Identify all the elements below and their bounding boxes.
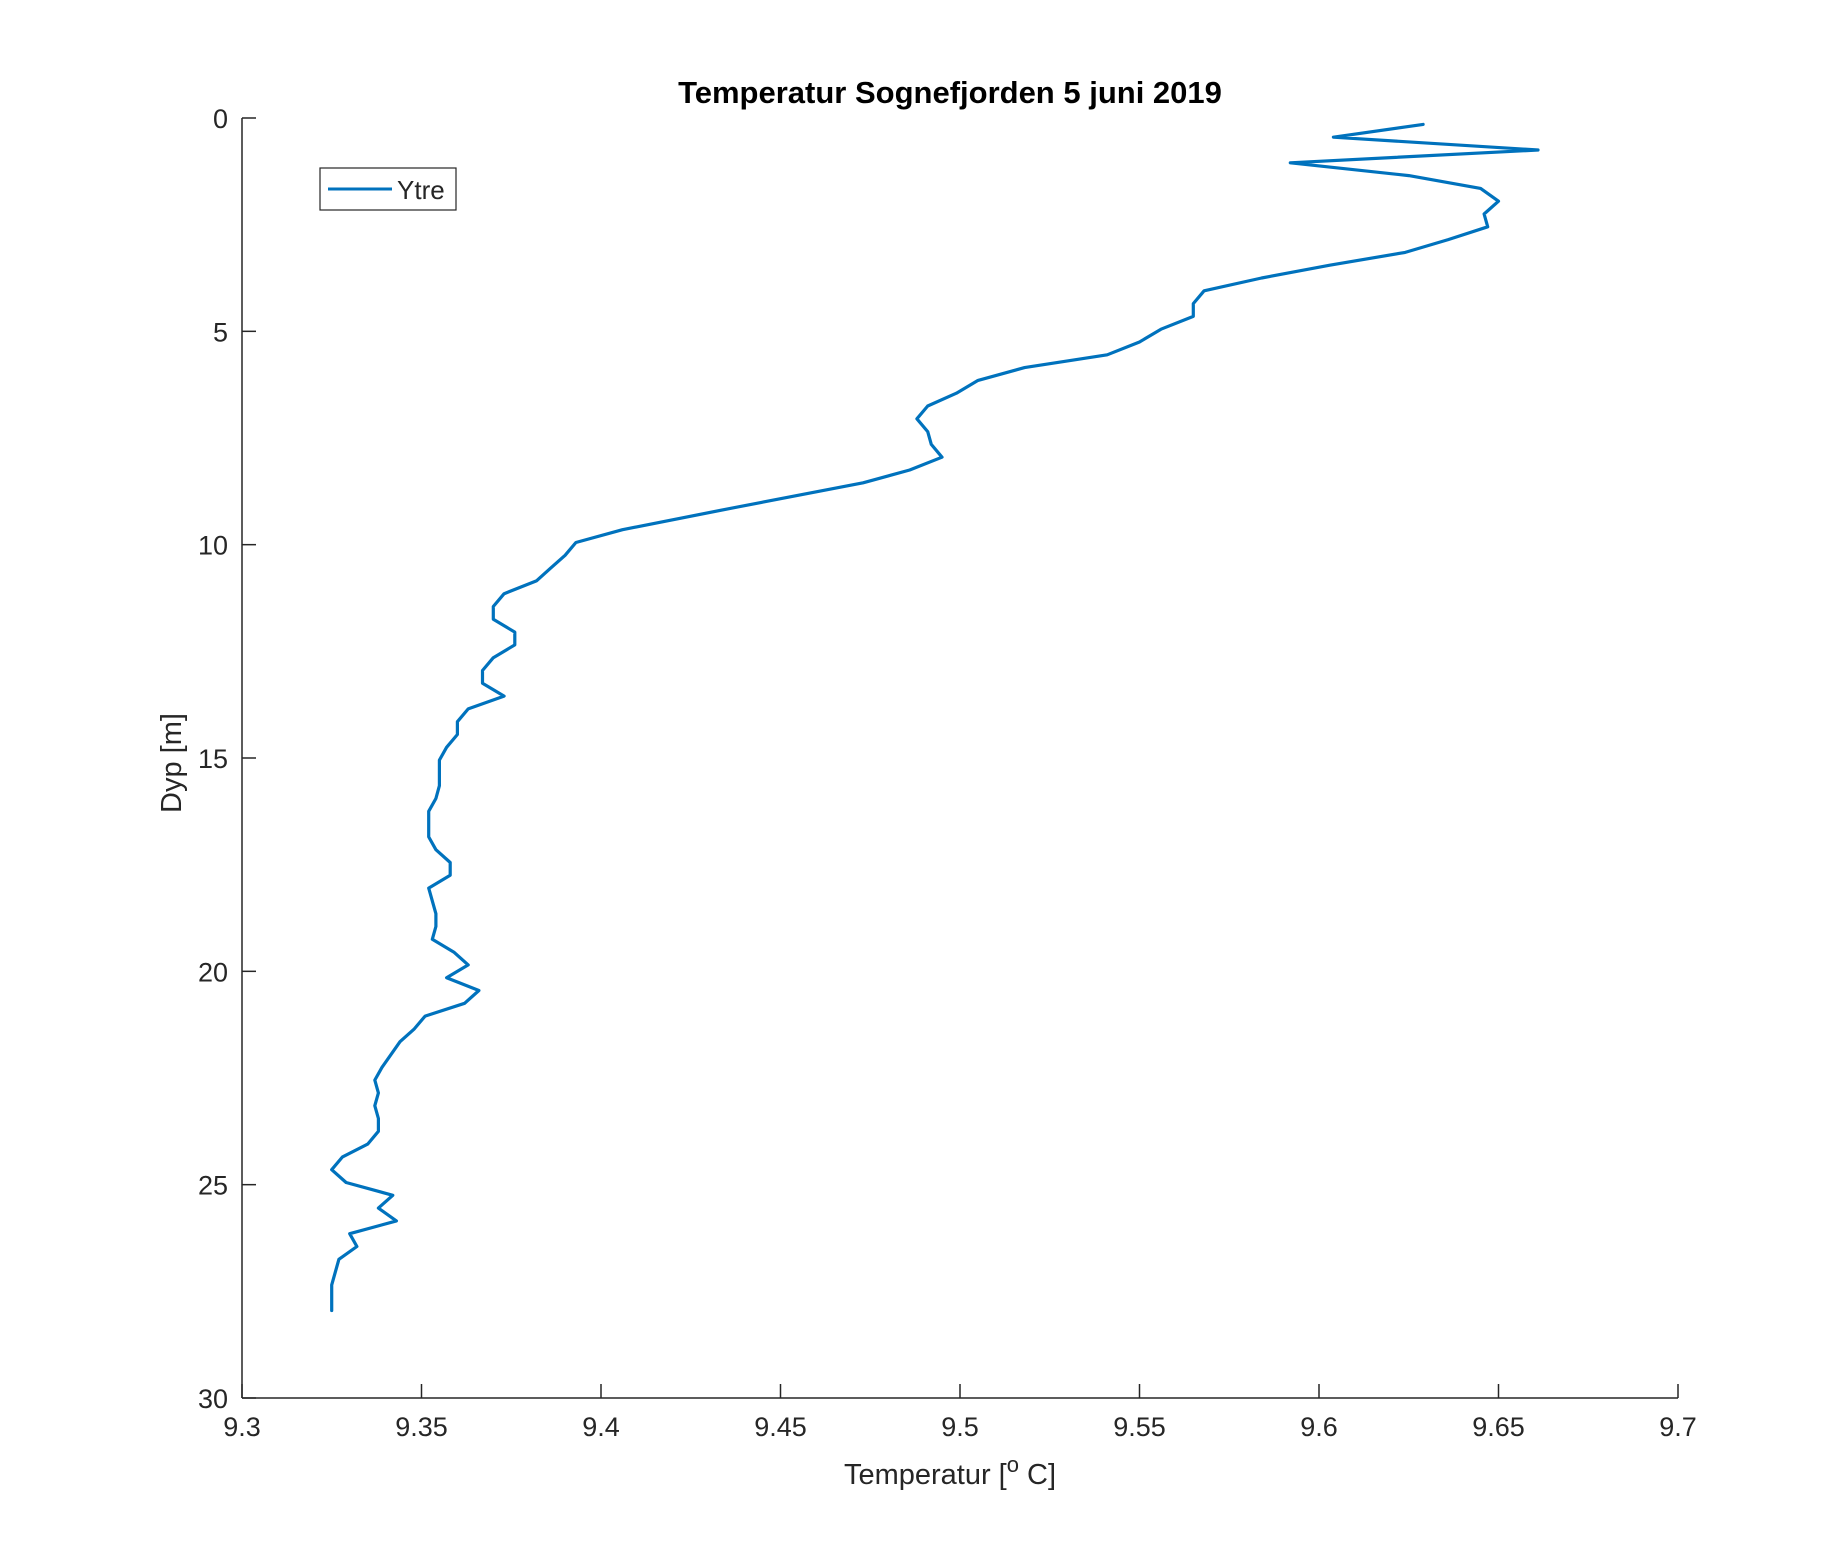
x-tick-label: 9.55	[1113, 1412, 1166, 1442]
x-axis-label: Temperatur [o C]	[844, 1452, 1056, 1491]
x-tick-label: 9.65	[1472, 1412, 1525, 1442]
y-tick-label: 0	[213, 104, 228, 134]
y-tick-label: 30	[198, 1384, 228, 1414]
x-tick-label: 9.6	[1300, 1412, 1338, 1442]
x-axis-label-unit: C]	[1019, 1459, 1056, 1491]
legend-label-ytre: Ytre	[397, 175, 445, 205]
y-tick-label: 5	[213, 317, 228, 347]
y-tick-label: 15	[198, 744, 228, 774]
x-tick-label: 9.4	[582, 1412, 620, 1442]
x-tick-label: 9.5	[941, 1412, 979, 1442]
x-axis-label-main: Temperatur [	[844, 1459, 1007, 1491]
x-tick-label: 9.7	[1659, 1412, 1697, 1442]
legend: Ytre	[319, 167, 457, 211]
plot-area: 9.3 9.35 9.4 9.45 9.5 9.55 9.6 9.65 9.7 0 5 10 15 20 2…	[198, 104, 1697, 1442]
x-tick-label: 9.45	[754, 1412, 807, 1442]
y-tick-label: 25	[198, 1171, 228, 1201]
y-tick-label: 20	[198, 957, 228, 987]
series-line-ytre	[330, 122, 1540, 1313]
y-axis-label: Dyp [m]	[156, 713, 188, 813]
x-tick-label: 9.35	[395, 1412, 448, 1442]
chart-title: Temperatur Sognefjorden 5 juni 2019	[678, 75, 1222, 110]
x-tick-label: 9.3	[223, 1412, 261, 1442]
y-tick-label: 10	[198, 531, 228, 561]
x-axis-label-sup: o	[1007, 1452, 1019, 1477]
